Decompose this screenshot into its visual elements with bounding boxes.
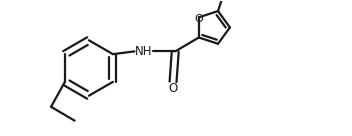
Text: NH: NH bbox=[134, 45, 152, 58]
Text: O: O bbox=[168, 82, 178, 95]
Text: O: O bbox=[194, 14, 203, 24]
